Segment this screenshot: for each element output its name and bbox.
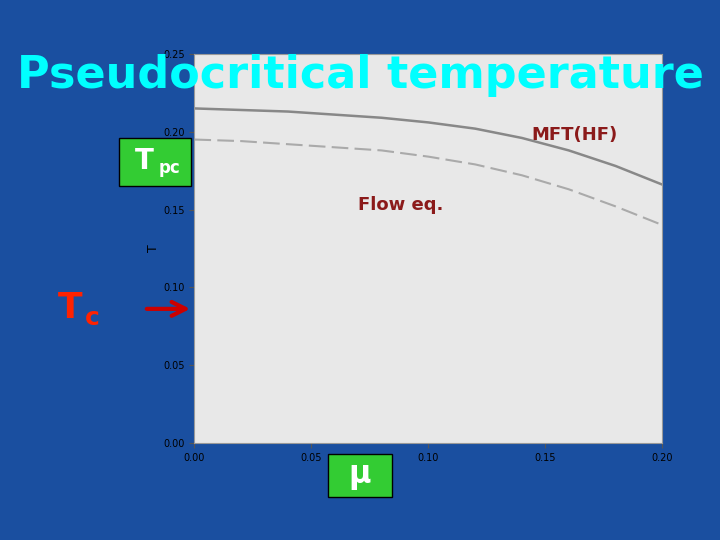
Text: Pseudocritical temperature: Pseudocritical temperature [17,54,703,97]
Text: Flow eq.: Flow eq. [359,195,444,213]
Y-axis label: T: T [148,245,161,252]
Text: pc: pc [158,159,180,177]
Text: T: T [135,147,153,175]
Text: T: T [58,291,82,325]
Text: μ: μ [348,461,372,490]
Text: c: c [85,306,100,329]
Text: MFT(HF): MFT(HF) [531,125,618,144]
